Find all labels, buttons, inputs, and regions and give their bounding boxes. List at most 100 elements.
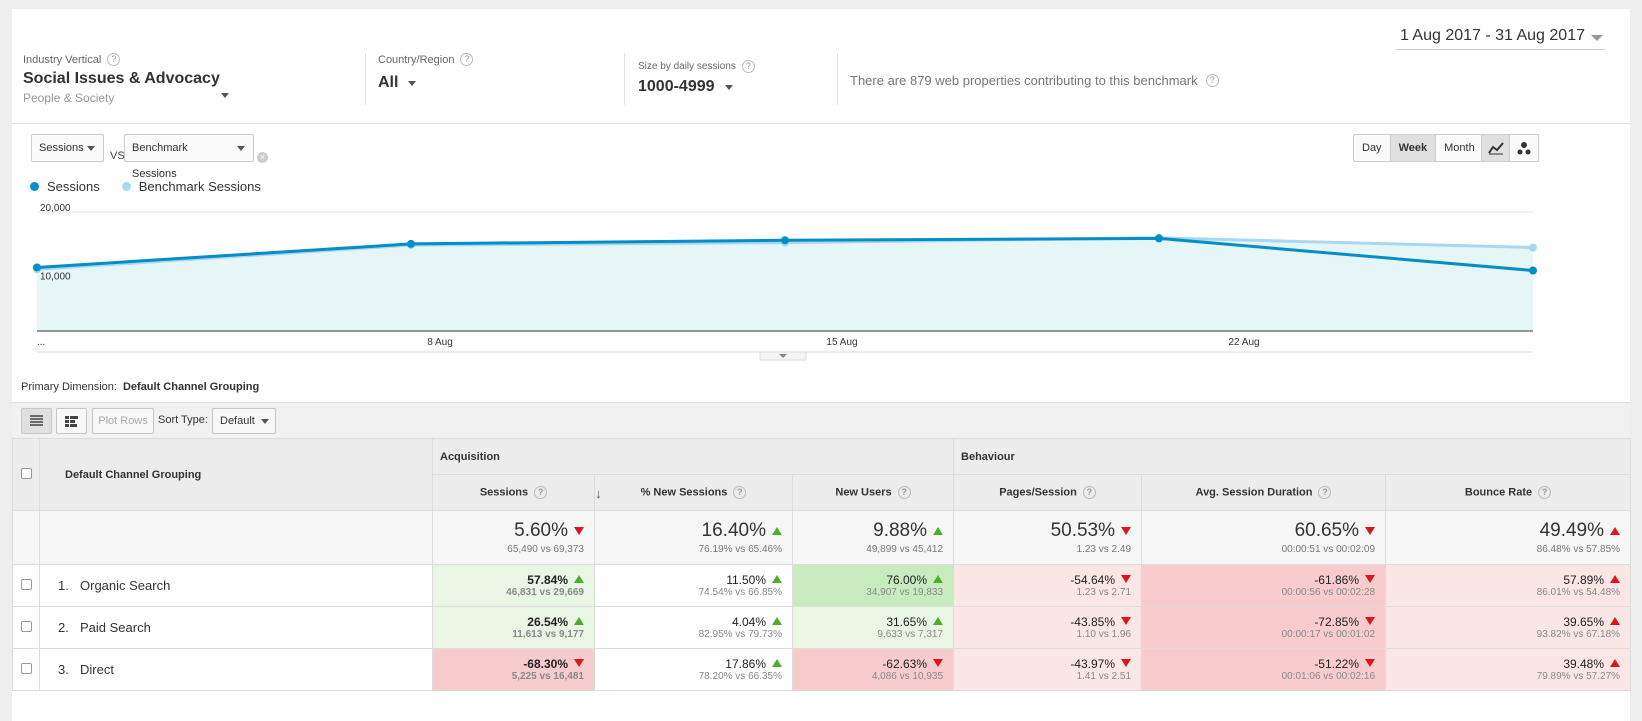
arrow-up-icon xyxy=(933,617,944,625)
line-chart-icon[interactable] xyxy=(1482,135,1510,161)
legend-label: Sessions xyxy=(47,179,100,194)
help-icon[interactable]: ? xyxy=(733,486,747,499)
motion-chart-icon[interactable] xyxy=(1510,135,1538,161)
arrow-down-icon xyxy=(1365,659,1376,667)
x-tick-label: 8 Aug xyxy=(427,337,453,348)
help-icon[interactable]: ? xyxy=(1082,486,1096,499)
total-percent: 49.49% xyxy=(1539,520,1605,541)
metric-percent: -68.30% xyxy=(523,657,568,671)
column-header[interactable]: Sessions? ↓ xyxy=(432,474,602,511)
sort-arrow-icon[interactable]: ↓ xyxy=(595,486,602,501)
column-header[interactable]: Avg. Session Duration? xyxy=(1141,474,1387,511)
column-header-label: New Users xyxy=(835,486,892,499)
column-header-label: % New Sessions xyxy=(640,486,728,499)
arrow-down-icon xyxy=(1121,575,1132,583)
arrow-up-icon xyxy=(933,575,944,583)
vs-label: VS xyxy=(110,150,125,162)
industry-filter[interactable]: Industry Vertical? Social Issues & Advoc… xyxy=(23,53,229,105)
metric-selector-label: Sessions xyxy=(39,142,84,154)
table-view-icon[interactable] xyxy=(21,408,52,434)
chevron-down-icon[interactable] xyxy=(221,93,229,98)
row-checkbox[interactable] xyxy=(20,620,32,632)
x-tick-label: 15 Aug xyxy=(826,337,857,348)
data-point xyxy=(781,236,789,245)
data-point xyxy=(407,239,415,248)
row-checkbox[interactable] xyxy=(20,578,32,590)
metric-cell: -54.64% 1.23 vs 2.71 xyxy=(953,564,1143,607)
sort-type-value: Default xyxy=(220,415,255,427)
x-tick-label: ... xyxy=(37,337,45,348)
period-week-button[interactable]: Week xyxy=(1390,135,1437,161)
help-icon[interactable]: ? xyxy=(1205,74,1219,87)
metric-cell: 4.04% 82.95% vs 79.73% xyxy=(594,606,793,649)
total-percent: 5.60% xyxy=(514,520,568,541)
arrow-down-icon xyxy=(1121,659,1132,667)
total-comparison: 1.23 vs 2.49 xyxy=(1076,544,1132,555)
metric-comparison: 00:00:56 vs 00:02:28 xyxy=(1281,587,1376,598)
metric-selector[interactable]: Sessions xyxy=(31,134,104,162)
row-select-cell xyxy=(12,564,40,607)
help-icon[interactable]: ? xyxy=(897,486,911,499)
primary-dimension-value[interactable]: Default Channel Grouping xyxy=(122,381,260,393)
arrow-down-icon xyxy=(1365,527,1376,535)
column-header[interactable]: Bounce Rate? xyxy=(1385,474,1632,511)
clear-compare-icon[interactable]: × xyxy=(257,152,268,163)
legend-item-sessions[interactable]: Sessions xyxy=(30,179,100,194)
date-range-picker[interactable]: 1 Aug 2017 - 31 Aug 2017 xyxy=(1395,23,1605,50)
help-icon[interactable]: ? xyxy=(460,53,474,66)
channel-link[interactable]: Direct xyxy=(80,662,114,677)
metric-cell: 39.48% 79.89% vs 57.27% xyxy=(1385,648,1632,691)
chart-type-toggle xyxy=(1481,134,1539,162)
select-all-checkbox[interactable] xyxy=(20,467,32,479)
channel-link[interactable]: Paid Search xyxy=(80,620,151,635)
total-comparison: 65,490 vs 69,373 xyxy=(507,544,584,555)
metric-percent: 11.50% xyxy=(726,573,766,587)
channel-name-cell: 3. Direct xyxy=(39,648,433,691)
empty-cell xyxy=(12,510,40,565)
channel-link[interactable]: Organic Search xyxy=(80,578,171,593)
help-icon[interactable]: ? xyxy=(741,60,755,73)
divider xyxy=(365,53,366,105)
table-toolbar: Plot Rows Sort Type: Default xyxy=(12,402,1630,438)
legend-item-benchmark[interactable]: Benchmark Sessions xyxy=(121,179,261,194)
column-header[interactable]: New Users? xyxy=(791,474,955,511)
metric-comparison: 11,613 vs 9,177 xyxy=(512,629,584,640)
table-row: 2. Paid Search 26.54% 11,613 vs 9,177 4.04% 8… xyxy=(12,606,1632,649)
metric-percent: -43.85% xyxy=(1070,615,1116,629)
metric-cell: 11.50% 74.54% vs 66.85% xyxy=(594,564,793,607)
metric-cell: -51.22% 00:01:06 vs 00:02:16 xyxy=(1141,648,1387,691)
size-filter[interactable]: Size by daily sessions? 1000-4999 xyxy=(638,60,755,96)
country-label: Country/Region xyxy=(378,53,455,66)
period-month-button[interactable]: Month xyxy=(1436,135,1483,161)
chevron-down-icon[interactable] xyxy=(408,80,417,86)
metric-percent: -61.86% xyxy=(1314,573,1360,587)
dimension-header[interactable]: Default Channel Grouping xyxy=(39,438,433,511)
size-value: 1000-4999 xyxy=(638,78,715,95)
metric-percent: 39.48% xyxy=(1563,657,1605,671)
country-filter[interactable]: Country/Region? All xyxy=(378,53,474,92)
help-icon[interactable]: ? xyxy=(1318,486,1332,499)
row-select-cell xyxy=(12,606,40,649)
plot-rows-button[interactable]: Plot Rows xyxy=(92,408,154,434)
benchmark-report: 1 Aug 2017 - 31 Aug 2017 Industry Vertic… xyxy=(12,9,1632,721)
compare-metric-selector[interactable]: Benchmark Sessions xyxy=(124,134,254,180)
metric-cell: 57.84% 46,831 vs 29,669 xyxy=(432,564,595,607)
help-icon[interactable]: ? xyxy=(1538,486,1552,499)
metric-comparison: 46,831 vs 29,669 xyxy=(506,587,584,598)
column-header[interactable]: % New Sessions? xyxy=(594,474,793,511)
metric-percent: -72.85% xyxy=(1314,615,1360,629)
metric-cell: 39.65% 93.82% vs 67.18% xyxy=(1385,606,1632,649)
chevron-down-icon[interactable] xyxy=(724,84,733,90)
sort-type-select[interactable]: Default xyxy=(212,408,276,434)
period-day-button[interactable]: Day xyxy=(1354,135,1391,161)
column-header[interactable]: Pages/Session? xyxy=(953,474,1143,511)
metric-comparison: 79.89% vs 57.27% xyxy=(1536,671,1621,682)
arrow-up-icon xyxy=(772,575,782,583)
comparison-view-icon[interactable] xyxy=(56,408,87,434)
row-select-cell xyxy=(12,648,40,691)
row-checkbox[interactable] xyxy=(20,662,32,674)
help-icon[interactable]: ? xyxy=(107,53,121,66)
metric-percent: 17.86% xyxy=(725,657,766,671)
arrow-up-icon xyxy=(574,575,584,583)
help-icon[interactable]: ? xyxy=(534,486,548,499)
